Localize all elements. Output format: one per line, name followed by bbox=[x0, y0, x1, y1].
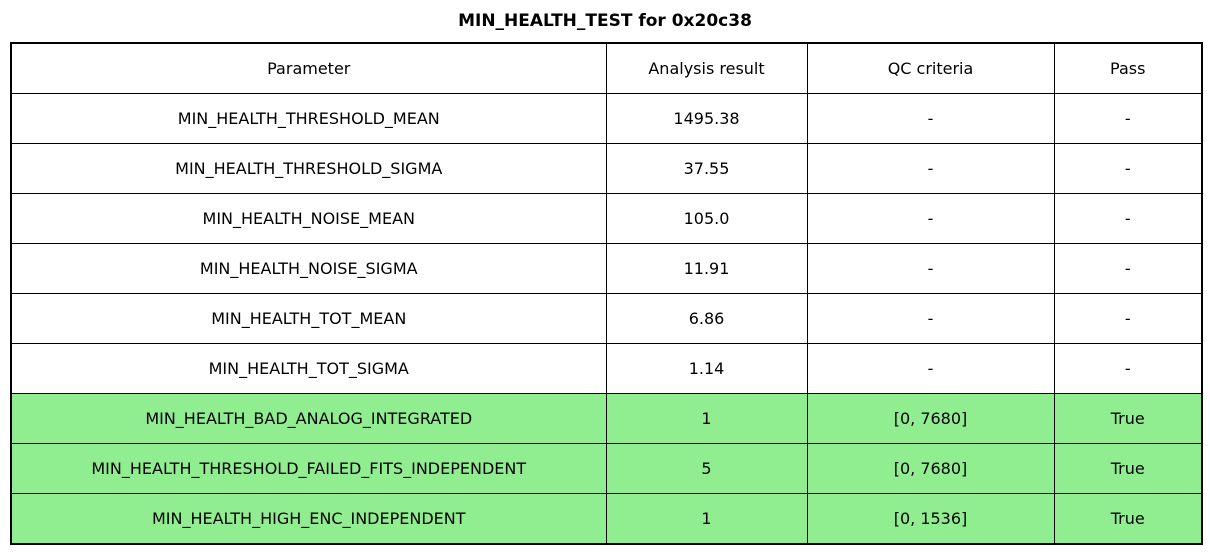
cell-qc-criteria: - bbox=[806, 343, 1055, 394]
cell-parameter: MIN_HEALTH_TOT_SIGMA bbox=[10, 343, 607, 394]
header-row: Parameter Analysis result QC criteria Pa… bbox=[10, 42, 1203, 94]
page-title: MIN_HEALTH_TEST for 0x20c38 bbox=[458, 11, 752, 31]
column-header-pass: Pass bbox=[1053, 42, 1203, 94]
cell-analysis-result: 105.0 bbox=[605, 193, 808, 244]
cell-pass: - bbox=[1053, 193, 1203, 244]
table-row: MIN_HEALTH_NOISE_SIGMA 11.91- - bbox=[10, 243, 1203, 294]
table-row: MIN_HEALTH_TOT_MEAN 6.86- - bbox=[10, 293, 1203, 344]
cell-parameter: MIN_HEALTH_THRESHOLD_MEAN bbox=[10, 93, 607, 144]
cell-parameter: MIN_HEALTH_NOISE_MEAN bbox=[10, 193, 607, 244]
cell-analysis-result: 5 bbox=[605, 443, 808, 494]
cell-qc-criteria: - bbox=[806, 193, 1055, 244]
table-row: MIN_HEALTH_TOT_SIGMA 1.14- - bbox=[10, 343, 1203, 394]
column-header-qc-criteria: QC criteria bbox=[806, 42, 1055, 94]
cell-pass: - bbox=[1053, 143, 1203, 194]
cell-pass: - bbox=[1053, 93, 1203, 144]
column-header-analysis-result: Analysis result bbox=[605, 42, 808, 94]
cell-pass: True bbox=[1053, 493, 1203, 545]
table-row: MIN_HEALTH_HIGH_ENC_INDEPENDENT 1 [0, 1536… bbox=[10, 493, 1203, 545]
cell-pass: - bbox=[1053, 293, 1203, 344]
cell-qc-criteria: - bbox=[806, 93, 1055, 144]
cell-pass: True bbox=[1053, 443, 1203, 494]
cell-analysis-result: 1.14 bbox=[605, 343, 808, 394]
cell-analysis-result: 1 bbox=[605, 493, 808, 545]
column-header-parameter: Parameter bbox=[10, 42, 607, 94]
table-row: MIN_HEALTH_THRESHOLD_MEAN 1495.38- - bbox=[10, 93, 1203, 144]
cell-parameter: MIN_HEALTH_BAD_ANALOG_INTEGRATED bbox=[10, 393, 607, 444]
cell-analysis-result: 37.55 bbox=[605, 143, 808, 194]
cell-parameter: MIN_HEALTH_NOISE_SIGMA bbox=[10, 243, 607, 294]
cell-analysis-result: 1495.38 bbox=[605, 93, 808, 144]
cell-parameter: MIN_HEALTH_THRESHOLD_SIGMA bbox=[10, 143, 607, 194]
cell-parameter: MIN_HEALTH_TOT_MEAN bbox=[10, 293, 607, 344]
cell-analysis-result: 6.86 bbox=[605, 293, 808, 344]
table-body: MIN_HEALTH_THRESHOLD_MEAN 1495.38- - MIN_HE… bbox=[10, 93, 1203, 545]
cell-qc-criteria: [0, 1536] bbox=[806, 493, 1055, 545]
cell-qc-criteria: [0, 7680] bbox=[806, 393, 1055, 444]
cell-qc-criteria: - bbox=[806, 243, 1055, 294]
cell-qc-criteria: - bbox=[806, 293, 1055, 344]
cell-qc-criteria: [0, 7680] bbox=[806, 443, 1055, 494]
cell-pass: - bbox=[1053, 343, 1203, 394]
table-row: MIN_HEALTH_BAD_ANALOG_INTEGRATED 1 [0, 768… bbox=[10, 393, 1203, 444]
cell-parameter: MIN_HEALTH_HIGH_ENC_INDEPENDENT bbox=[10, 493, 607, 545]
table-row: MIN_HEALTH_THRESHOLD_FAILED_FITS_INDEPEN… bbox=[10, 443, 1203, 494]
table-row: MIN_HEALTH_THRESHOLD_SIGMA 37.55- - bbox=[10, 143, 1203, 194]
table-row: MIN_HEALTH_NOISE_MEAN 105.0- - bbox=[10, 193, 1203, 244]
cell-qc-criteria: - bbox=[806, 143, 1055, 194]
cell-analysis-result: 11.91 bbox=[605, 243, 808, 294]
cell-parameter: MIN_HEALTH_THRESHOLD_FAILED_FITS_INDEPEN… bbox=[10, 443, 607, 494]
qc-results-table: Parameter Analysis result QC criteria Pa… bbox=[10, 42, 1203, 545]
cell-analysis-result: 1 bbox=[605, 393, 808, 444]
cell-pass: - bbox=[1053, 243, 1203, 294]
cell-pass: True bbox=[1053, 393, 1203, 444]
